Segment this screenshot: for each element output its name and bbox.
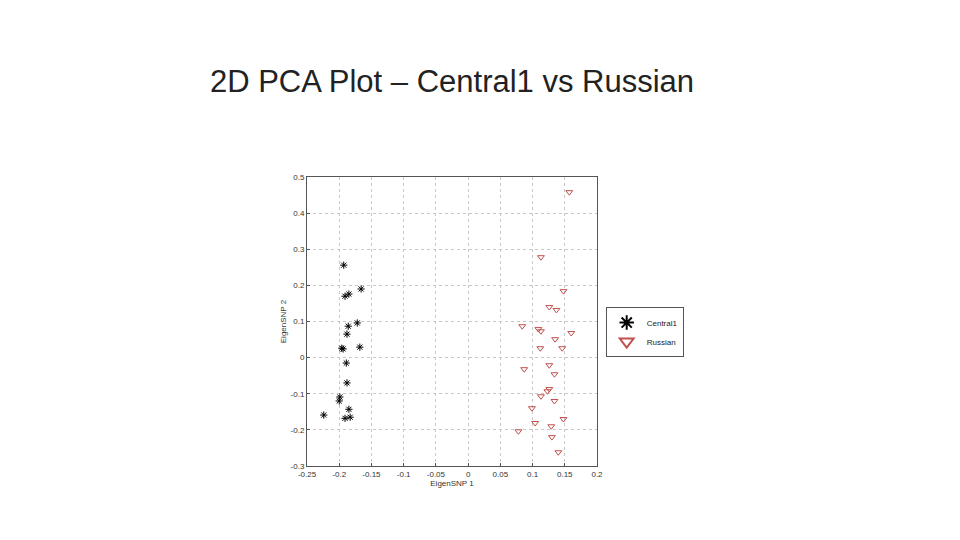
svg-text:-0.3: -0.3 [291,462,305,471]
svg-text:0.15: 0.15 [557,470,573,479]
svg-text:-0.1: -0.1 [397,470,411,479]
svg-text:0.2: 0.2 [591,470,603,479]
svg-text:0.05: 0.05 [493,470,509,479]
svg-text:0.1: 0.1 [293,317,305,326]
svg-text:0.3: 0.3 [293,245,305,254]
svg-text:0: 0 [300,353,305,362]
svg-text:EigenSNP 2: EigenSNP 2 [279,299,288,343]
svg-text:0.1: 0.1 [527,470,539,479]
svg-text:-0.25: -0.25 [298,470,317,479]
svg-text:-0.2: -0.2 [291,426,305,435]
svg-text:0: 0 [466,470,471,479]
svg-text:Russian: Russian [647,338,676,347]
svg-text:0.4: 0.4 [293,209,305,218]
svg-text:0.5: 0.5 [293,173,305,182]
svg-text:Central1: Central1 [647,319,678,328]
svg-text:-0.15: -0.15 [362,470,381,479]
svg-text:EigenSNP 1: EigenSNP 1 [430,479,474,488]
svg-text:-0.2: -0.2 [332,470,346,479]
svg-text:-0.05: -0.05 [427,470,446,479]
svg-text:2D PCA Plot – Central1 vs Russ: 2D PCA Plot – Central1 vs Russian [210,64,694,99]
svg-text:0.2: 0.2 [293,281,305,290]
svg-text:-0.1: -0.1 [291,390,305,399]
